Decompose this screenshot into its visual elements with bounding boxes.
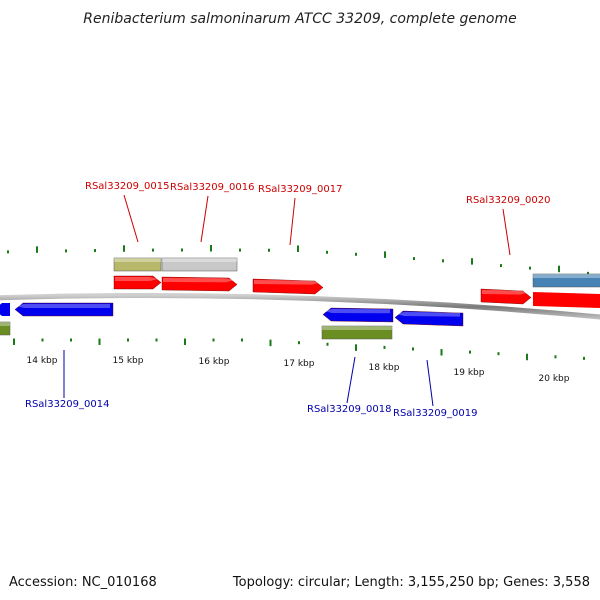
scale-label: 15 kbp [113, 356, 144, 366]
leader-line [426, 359, 434, 407]
leader-line [346, 356, 356, 404]
gene-label-g-16[interactable]: RSal33209_0016 [170, 182, 254, 193]
gene-arrow-edge-left[interactable] [0, 303, 10, 316]
scale-label: 20 kbp [539, 374, 570, 384]
gene-arrow-shine [254, 280, 320, 285]
cog-bar [532, 273, 600, 288]
gene-features [0, 275, 600, 327]
cog-bar [321, 325, 393, 340]
cog-bar-highlight [162, 258, 237, 262]
cog-bar-highlight [114, 258, 161, 262]
cog-bar [0, 321, 11, 336]
cog-bar [161, 257, 238, 272]
gene-arrow-edge-right[interactable] [533, 292, 600, 308]
leader-line [200, 195, 209, 243]
tick-marks [7, 245, 589, 361]
gene-label-g-19[interactable]: RSal33209_0019 [393, 408, 477, 419]
gene-arrow-g-17[interactable] [252, 278, 324, 295]
genome-backbone [0, 293, 600, 320]
gene-arrow-g-16[interactable] [161, 276, 238, 292]
gene-arrow-g-18[interactable] [322, 307, 394, 323]
gene-arrow-g-19[interactable] [394, 310, 464, 327]
gene-label-g-20[interactable]: RSal33209_0020 [466, 195, 550, 206]
scale-labels: 14 kbp 15 kbp 16 kbp 17 kbp 18 kbp 19 kbp 20 k… [27, 356, 570, 384]
leader-line [123, 194, 139, 243]
gene-label-g-14[interactable]: RSal33209_0014 [25, 399, 109, 410]
map-title: Renibacterium salmoninarum ATCC 33209, c… [83, 11, 516, 27]
scale-label: 18 kbp [369, 363, 400, 373]
gene-arrow-shine [16, 304, 110, 308]
gene-label-g-17[interactable]: RSal33209_0017 [258, 184, 342, 195]
cog-bar-highlight [322, 326, 392, 330]
gene-arrow-g-15[interactable] [113, 275, 162, 290]
backbone-arc [0, 293, 600, 320]
topology-text: Topology: circular; Length: 3,155,250 bp… [232, 575, 590, 590]
label-leaders [63, 194, 511, 407]
scale-label: 17 kbp [284, 359, 315, 369]
gene-arrow-g-14[interactable] [14, 302, 114, 317]
cog-bar-highlight [533, 274, 600, 278]
gene-arrow-shine [396, 312, 460, 317]
accession-text: Accession: NC_010168 [9, 575, 157, 590]
gene-arrow-shine [115, 277, 158, 281]
gene-arrow-g-20[interactable] [480, 288, 532, 305]
cog-bars [0, 257, 600, 340]
leader-line [502, 208, 511, 256]
gene-label-g-15[interactable]: RSal33209_0015 [85, 181, 169, 192]
gene-arrow-shine [163, 278, 234, 283]
gene-arrow-shine [482, 290, 528, 295]
leader-line [289, 197, 296, 246]
cog-bar-highlight [0, 322, 10, 326]
gene-label-g-18[interactable]: RSal33209_0018 [307, 404, 391, 415]
scale-label: 14 kbp [27, 356, 58, 366]
scale-label: 16 kbp [199, 357, 230, 367]
cog-bar [113, 257, 162, 272]
gene-arrow-shine [324, 309, 390, 314]
scale-label: 19 kbp [454, 368, 485, 378]
